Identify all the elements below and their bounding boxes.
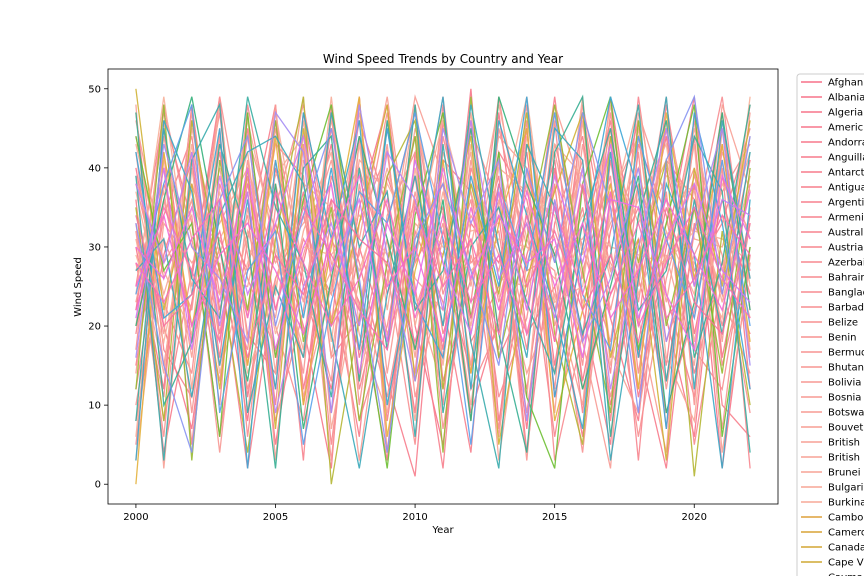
x-axis-label: Year: [431, 525, 454, 536]
legend-label: Canada: [828, 543, 864, 554]
series-line-43: [135, 96, 751, 469]
series-line-47: [135, 94, 751, 453]
legend-label: Afghani: [828, 78, 864, 89]
y-tick-label: 50: [88, 84, 101, 95]
legend-label: Andorra: [828, 138, 864, 149]
legend-label: Cayma: [828, 573, 863, 576]
legend-label: Botswa: [828, 408, 864, 419]
legend-label: Barbad: [828, 303, 864, 314]
series-line-48: [135, 104, 751, 422]
legend-label: Benin: [828, 333, 856, 344]
legend-label: Argenti: [828, 198, 864, 209]
legend-label: Banglad: [828, 288, 864, 299]
series-line-40: [135, 94, 751, 469]
chart-title: Wind Speed Trends by Country and Year: [323, 52, 563, 66]
plot-area-frame: [107, 68, 779, 505]
legend-label: Australi: [828, 228, 864, 239]
x-axis: 2000 2005 2010 2015 2020: [123, 504, 707, 523]
series-line-45: [135, 96, 751, 469]
x-tick-label: 2010: [402, 512, 427, 523]
legend-label: Bouvet: [828, 423, 863, 434]
legend-label: Camero: [828, 528, 864, 539]
series-line-38: [135, 96, 751, 469]
legend-label: Algeria: [828, 108, 863, 119]
series-line-54: [135, 183, 751, 352]
legend-label: British: [828, 453, 860, 464]
series-line-31: [135, 134, 751, 374]
legend-label: Bulgari: [828, 483, 863, 494]
legend-label: Bahrain: [828, 273, 864, 284]
legend: Afghani Albania Algeria Americ Andorra Anguil…: [796, 73, 864, 576]
legend-label: Anguilla: [828, 153, 864, 164]
x-tick-label: 2020: [682, 512, 707, 523]
x-tick-label: 2000: [123, 512, 148, 523]
series-line-55: [135, 183, 751, 358]
legend-label: Bermud: [828, 348, 864, 359]
x-tick-label: 2005: [263, 512, 288, 523]
legend-label: Bosnia: [828, 393, 861, 404]
series-line-50: [135, 133, 751, 350]
legend-label: Americ: [828, 123, 863, 134]
legend-label: British: [828, 438, 860, 449]
plot-lines: [135, 88, 751, 485]
legend-label: Albania: [828, 93, 864, 104]
series-line-53: [135, 189, 751, 337]
y-axis: 0 10 20 30 40 50: [88, 84, 108, 491]
y-tick-label: 0: [95, 480, 101, 491]
legend-label: Armenia: [828, 213, 864, 224]
legend-label: Antarct: [828, 168, 864, 179]
legend-label: Cape V: [828, 558, 864, 569]
series-line-35: [135, 88, 751, 461]
legend-label: Bolivia: [828, 378, 861, 389]
y-tick-label: 20: [88, 322, 101, 333]
legend-label: Bhutan: [828, 363, 864, 374]
legend-label: Brunei: [828, 468, 861, 479]
x-tick-label: 2015: [542, 512, 567, 523]
y-axis-label: Wind Speed: [73, 257, 84, 317]
y-tick-label: 30: [88, 242, 101, 253]
y-tick-label: 10: [88, 401, 101, 412]
legend-label: Cambo: [828, 513, 863, 524]
y-tick-label: 40: [88, 163, 101, 174]
series-line-42: [135, 102, 751, 469]
series-line-30: [135, 96, 751, 437]
series-line-37: [135, 96, 751, 461]
series-line-51: [135, 167, 751, 374]
legend-label: Austria: [828, 243, 863, 254]
legend-label: Antigua: [828, 183, 864, 194]
legend-label: Azerbai: [828, 258, 864, 269]
legend-label: Belize: [828, 318, 858, 329]
legend-label: Burkina: [828, 498, 864, 509]
legend-frame: [796, 73, 864, 576]
